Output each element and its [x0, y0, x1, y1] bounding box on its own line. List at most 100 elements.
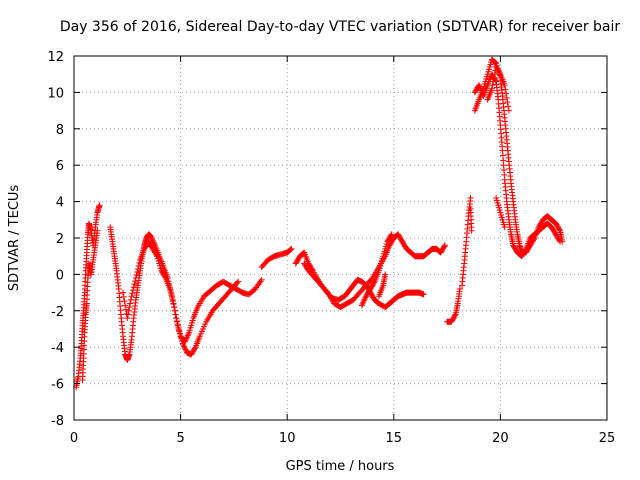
- data-point: [234, 279, 241, 286]
- data-point: [120, 289, 127, 296]
- y-tick-label: -8: [51, 414, 64, 429]
- data-point: [502, 86, 509, 93]
- data-point: [125, 307, 132, 314]
- axis-ticks: [73, 55, 608, 421]
- data-point: [94, 227, 101, 234]
- x-tick-label: 5: [176, 431, 184, 446]
- data-point: [491, 74, 498, 81]
- tick-labels: 0 5 10 15 20 25 -8 -6 -4 -2 0 2 4 6 8 10 12: [47, 50, 615, 446]
- data-point: [173, 315, 180, 322]
- data-point: [492, 59, 499, 66]
- data-point: [130, 284, 137, 291]
- data-point: [129, 287, 136, 294]
- data-point: [172, 311, 179, 318]
- data-point: [170, 301, 177, 308]
- data-point: [169, 298, 176, 305]
- data-point: [124, 315, 131, 322]
- data-point: [490, 78, 497, 85]
- x-tick-label: 20: [492, 431, 509, 446]
- data-point: [522, 247, 529, 254]
- data-point: [132, 278, 139, 285]
- data-point: [368, 276, 375, 283]
- data-point: [122, 306, 129, 313]
- y-axis-title: SDTVAR / TECUs: [7, 185, 22, 292]
- chart-title: Day 356 of 2016, Sidereal Day-to-day VTE…: [60, 19, 621, 35]
- data-point: [258, 276, 265, 283]
- data-point: [488, 85, 495, 92]
- data-point: [441, 242, 448, 249]
- data-point: [491, 71, 498, 78]
- data-point: [496, 69, 503, 76]
- data-point: [166, 285, 173, 292]
- data-point: [120, 293, 127, 300]
- data-point: [504, 99, 511, 106]
- data-point: [505, 103, 512, 110]
- data-point: [287, 247, 294, 254]
- data-point: [135, 262, 142, 269]
- data-point: [556, 237, 563, 244]
- data-point: [420, 291, 427, 298]
- data-point: [503, 94, 510, 101]
- data-point: [503, 90, 510, 97]
- data-point: [171, 307, 178, 314]
- y-tick-label: -2: [51, 305, 64, 320]
- data-point: [132, 275, 139, 282]
- y-tick-label: 12: [47, 50, 64, 65]
- x-tick-label: 10: [279, 431, 296, 446]
- y-tick-label: 10: [47, 86, 64, 101]
- data-point: [126, 304, 133, 311]
- x-tick-label: 25: [599, 431, 616, 446]
- data-point: [505, 107, 512, 114]
- data-point: [127, 296, 134, 303]
- data-point: [169, 295, 176, 302]
- data-point: [557, 238, 564, 245]
- data-point: [174, 322, 181, 329]
- y-tick-label: 6: [56, 159, 64, 174]
- data-point: [136, 259, 143, 266]
- data-point: [168, 292, 175, 299]
- y-tick-label: 2: [56, 232, 64, 247]
- data-point: [300, 250, 307, 257]
- data-point: [127, 300, 134, 307]
- y-tick-label: 4: [56, 196, 64, 211]
- data-point: [191, 345, 198, 352]
- data-point: [133, 272, 140, 279]
- data-point: [489, 82, 496, 89]
- x-tick-label: 0: [70, 431, 78, 446]
- x-tick-label: 15: [386, 431, 403, 446]
- data-points: [73, 56, 566, 391]
- data-point: [96, 202, 103, 209]
- y-tick-label: 0: [56, 268, 64, 283]
- data-point: [556, 226, 563, 233]
- data-point: [456, 285, 463, 292]
- data-point: [134, 268, 141, 275]
- data-point: [387, 232, 394, 239]
- data-point: [467, 194, 474, 201]
- data-point: [501, 82, 508, 89]
- data-point: [161, 273, 168, 280]
- x-axis-title: GPS time / hours: [286, 459, 395, 474]
- data-point: [235, 278, 242, 285]
- data-point: [129, 290, 136, 297]
- data-point: [122, 302, 129, 309]
- data-point: [131, 281, 138, 288]
- data-point: [128, 293, 135, 300]
- data-point: [134, 265, 141, 272]
- y-tick-label: -6: [51, 378, 64, 393]
- y-tick-label: 8: [56, 123, 64, 138]
- y-tick-label: -4: [51, 341, 64, 356]
- data-point: [123, 310, 130, 317]
- data-point: [382, 271, 389, 278]
- data-point: [388, 231, 395, 238]
- data-point: [153, 251, 160, 258]
- data-point: [174, 318, 181, 325]
- data-point: [370, 279, 377, 286]
- data-point: [468, 227, 475, 234]
- data-point: [288, 245, 295, 252]
- data-point: [125, 311, 132, 318]
- data-point: [451, 312, 458, 319]
- data-point: [167, 288, 174, 295]
- data-point: [441, 243, 448, 250]
- data-point: [501, 224, 508, 231]
